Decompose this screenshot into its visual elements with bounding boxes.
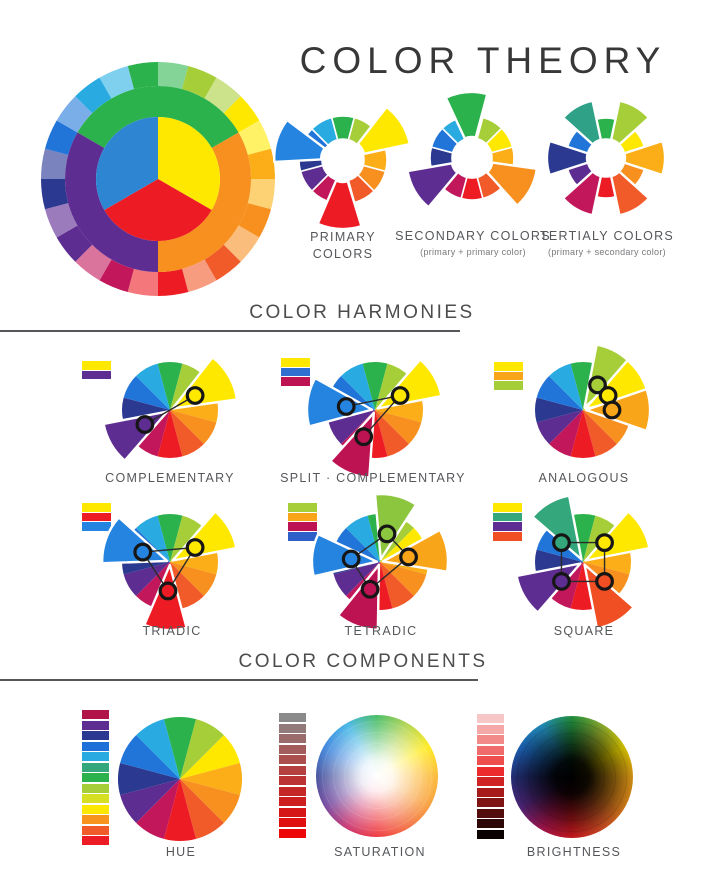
tertiary-colors-wheel bbox=[541, 93, 671, 223]
triadic-label: TRIADIC bbox=[142, 624, 202, 638]
saturation-label: SATURATION bbox=[334, 845, 426, 859]
brightness-strip bbox=[477, 714, 504, 839]
big-color-wheel bbox=[33, 54, 283, 304]
tetradic-label: TETRADIC bbox=[344, 624, 418, 638]
saturation-strip bbox=[279, 713, 306, 838]
split-complementary-wheel bbox=[300, 335, 450, 485]
split-complementary-label: SPLIT · COMPLEMENTARY bbox=[280, 471, 466, 485]
tertiary-colors-label: TERTIALY COLORS bbox=[539, 229, 675, 243]
tetradic-wheel bbox=[305, 487, 455, 637]
split-complementary-swatch bbox=[281, 358, 310, 386]
square-swatch bbox=[493, 503, 522, 541]
tertiary-colors-sublabel: (primary + secondary color) bbox=[548, 247, 666, 257]
triadic-wheel bbox=[95, 487, 245, 637]
secondary-colors-label: SECONDARY COLORS bbox=[395, 229, 551, 243]
hue-strip bbox=[82, 710, 109, 845]
triadic-swatch bbox=[82, 503, 111, 531]
complementary-label: COMPLEMENTARY bbox=[105, 471, 235, 485]
primary-label-line2: COLORS bbox=[312, 246, 374, 261]
analogous-label: ANALOGOUS bbox=[538, 471, 630, 485]
complementary-swatch bbox=[82, 361, 111, 380]
hue-label: HUE bbox=[165, 845, 197, 859]
complementary-wheel bbox=[95, 335, 245, 485]
page-title: COLOR THEORY bbox=[299, 40, 667, 81]
primary-colors-wheel bbox=[273, 90, 413, 231]
secondary-colors-sublabel: (primary + primary color) bbox=[420, 247, 526, 257]
analogous-wheel bbox=[508, 335, 658, 485]
analogous-swatch bbox=[494, 362, 523, 390]
brightness-label: BRIGHTNESS bbox=[526, 845, 622, 859]
square-label: SQUARE bbox=[553, 624, 615, 638]
square-wheel bbox=[508, 487, 658, 637]
components-divider bbox=[0, 679, 478, 681]
harmonies-divider bbox=[0, 330, 460, 332]
secondary-colors-wheel bbox=[402, 88, 542, 228]
brightness-wheel bbox=[511, 716, 633, 838]
components-heading: COLOR COMPONENTS bbox=[238, 651, 488, 672]
primary-label-line1: PRIMARY bbox=[310, 230, 376, 244]
hue-wheel bbox=[116, 715, 244, 843]
tetradic-swatch bbox=[288, 503, 317, 541]
primary-colors-label: PRIMARY COLORS bbox=[243, 229, 443, 263]
saturation-wheel bbox=[316, 715, 438, 837]
harmonies-heading: COLOR HARMONIES bbox=[249, 302, 475, 323]
